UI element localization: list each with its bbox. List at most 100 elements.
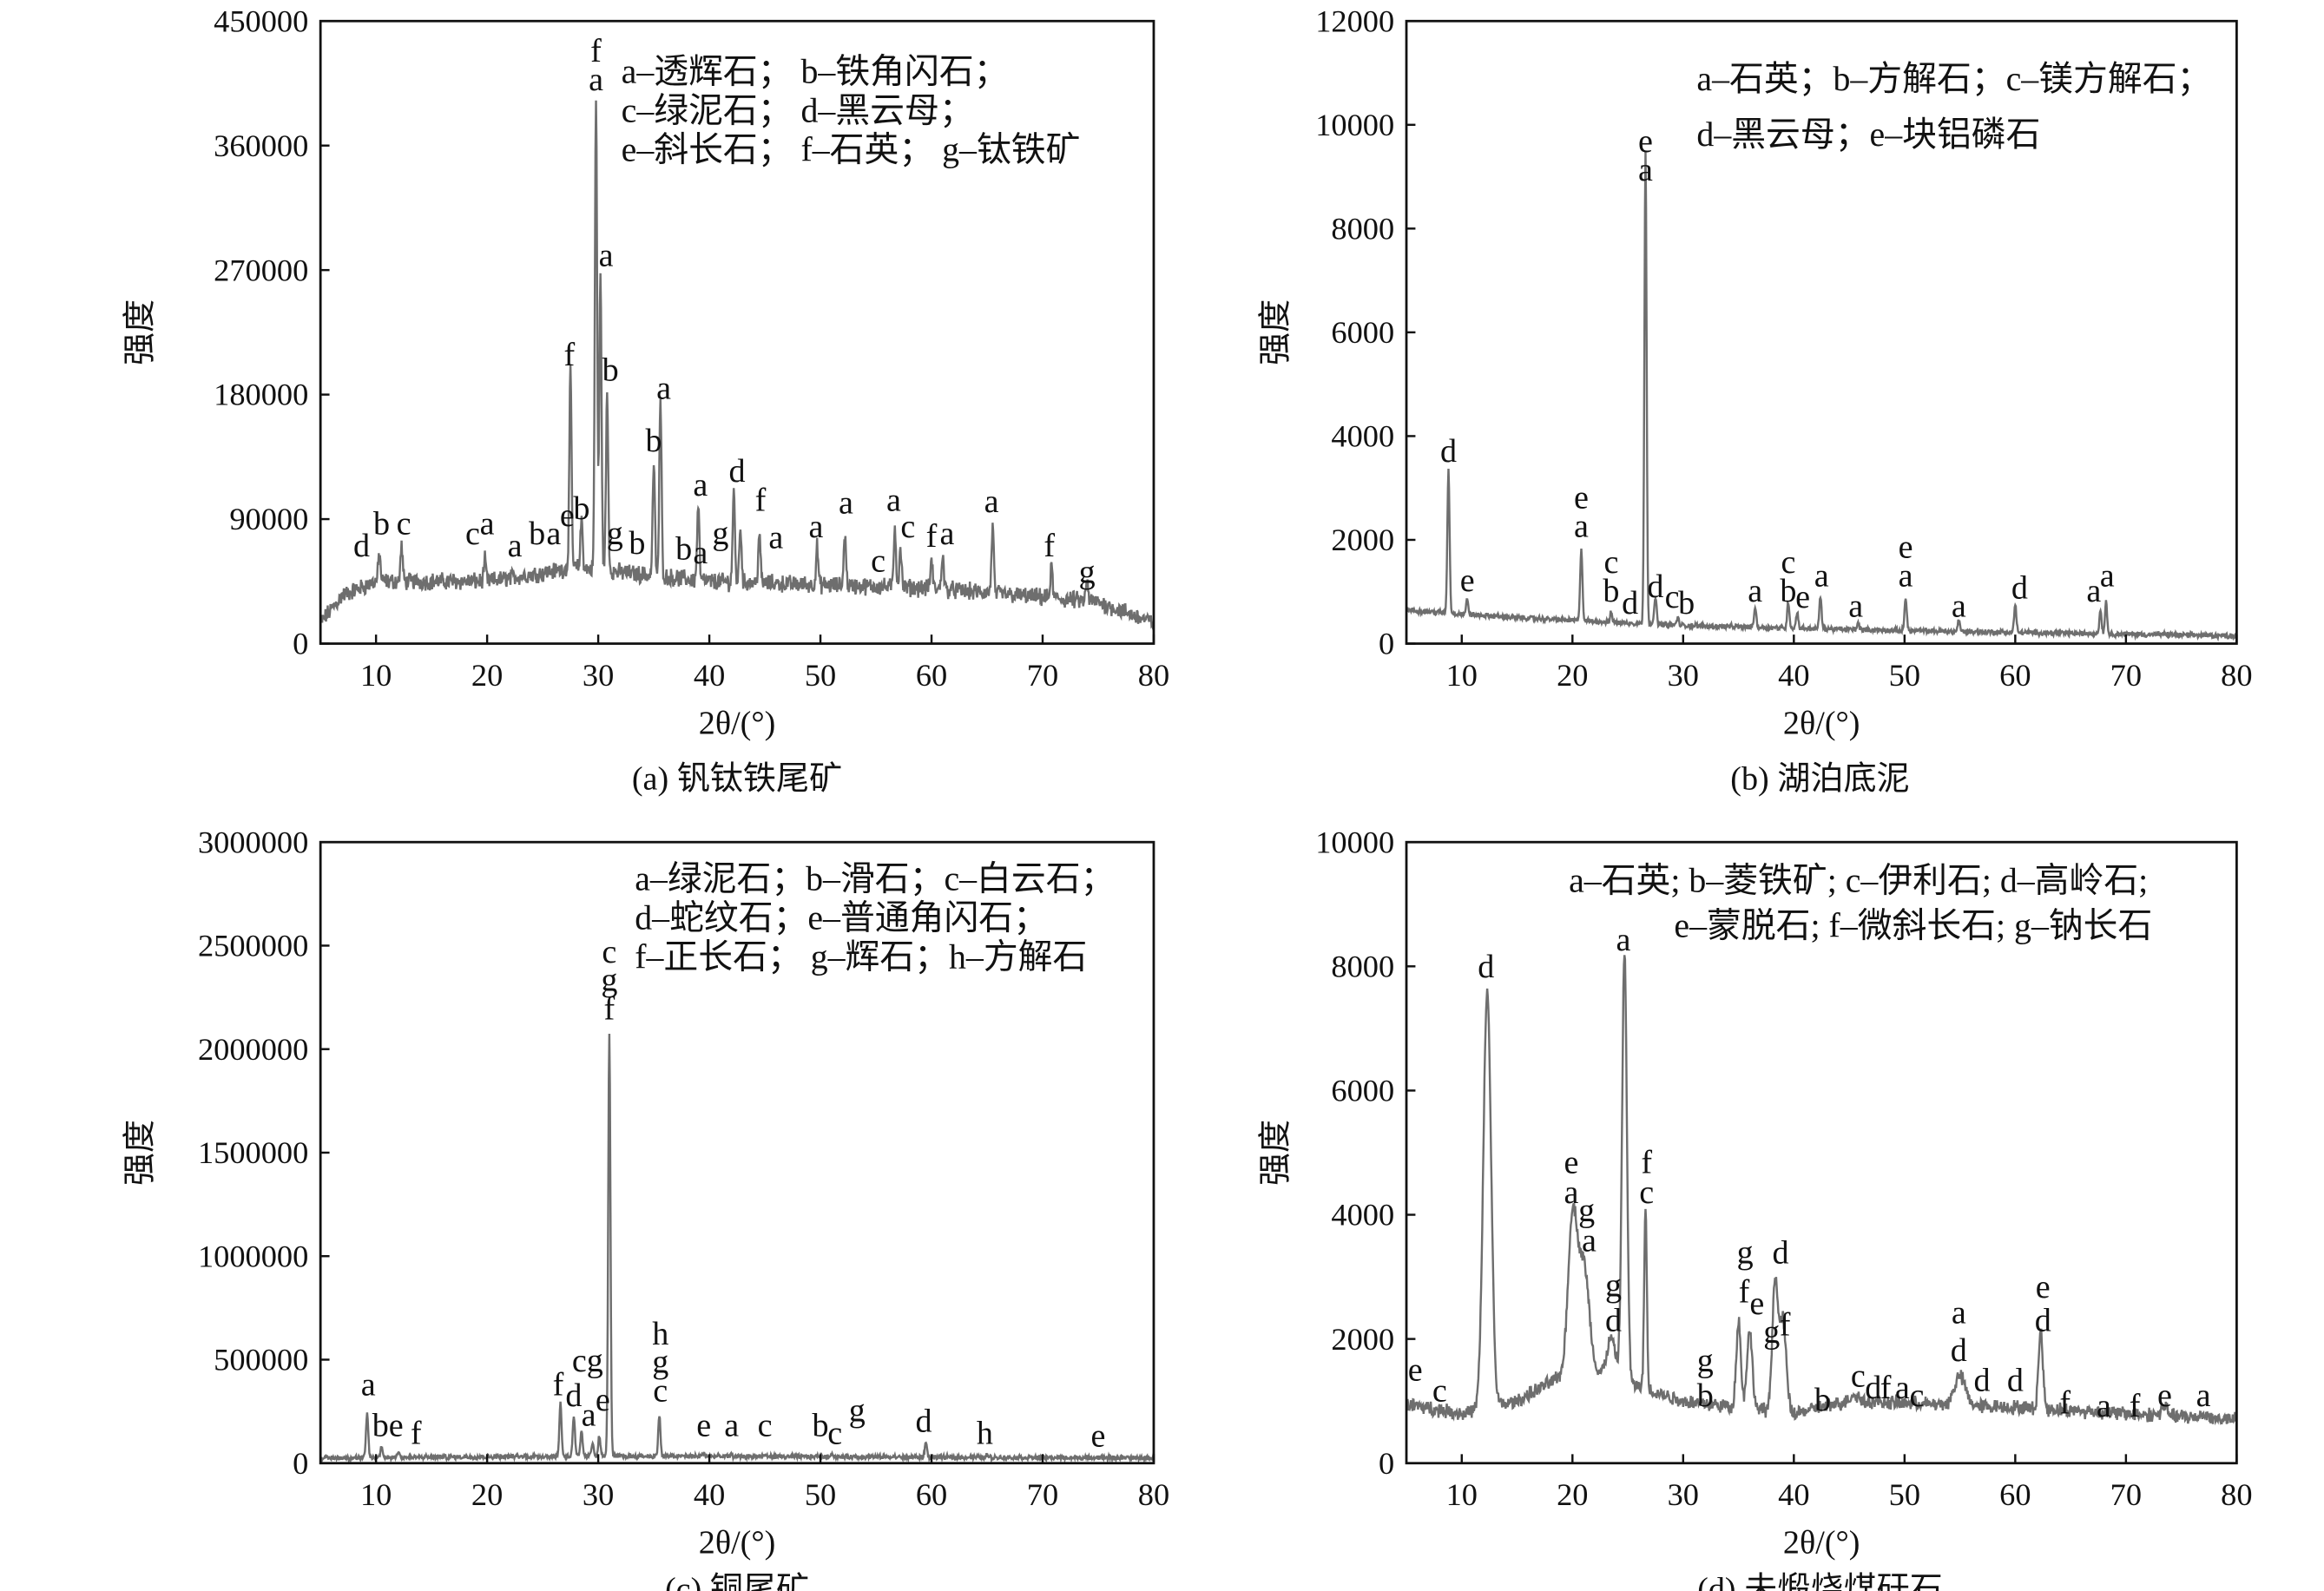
peak-label: a bbox=[361, 1367, 376, 1404]
peak-label: f bbox=[1880, 1370, 1892, 1406]
x-tick-label: 60 bbox=[1999, 1477, 2031, 1512]
peak-label: e bbox=[1408, 1351, 1423, 1388]
x-tick-label: 60 bbox=[916, 1477, 947, 1512]
peak-label: a bbox=[2086, 573, 2101, 609]
peak-label: d bbox=[916, 1403, 932, 1439]
x-tick-label: 30 bbox=[1668, 658, 1699, 693]
peak-label: a bbox=[693, 467, 708, 503]
panel-d-coal-gangue: 10 20 30 40 50 60 70 80 0 2000 4000 6000 8000 10000 2θ… bbox=[1256, 825, 2252, 1591]
peak-label: b bbox=[573, 490, 589, 527]
xrd-pattern-line bbox=[319, 100, 1155, 634]
y-tick-label: 2000 bbox=[1331, 523, 1394, 557]
peak-label: d bbox=[565, 1377, 582, 1414]
peak-label: e bbox=[596, 1382, 610, 1418]
y-tick-label: 6000 bbox=[1331, 315, 1394, 350]
peak-label: d bbox=[1951, 1332, 1967, 1369]
peak-label: a bbox=[1582, 1222, 1597, 1259]
peak-label: b bbox=[629, 525, 645, 562]
panel-b-lake-sediment: 10 20 30 40 50 60 70 80 0 2000 4000 6000 8000 10000 12… bbox=[1256, 3, 2252, 797]
x-tick-label: 70 bbox=[2110, 1477, 2142, 1512]
y-tick-label: 270000 bbox=[214, 253, 308, 287]
peak-label: c bbox=[572, 1343, 587, 1379]
xrd-pattern-line bbox=[1405, 955, 2238, 1426]
peak-label: a bbox=[2196, 1377, 2211, 1414]
y-tick-label: 500000 bbox=[214, 1343, 308, 1377]
y-tick-label: 12000 bbox=[1315, 3, 1394, 38]
x-tick-label: 10 bbox=[360, 658, 392, 693]
peak-label: d bbox=[1605, 1302, 1622, 1338]
peak-label: a bbox=[808, 509, 823, 545]
y-tick-label: 1500000 bbox=[198, 1135, 308, 1170]
peak-label: d bbox=[1478, 949, 1494, 985]
peak-label: g bbox=[607, 516, 623, 552]
peak-label: g bbox=[849, 1392, 866, 1429]
peak-label: c bbox=[1910, 1377, 1925, 1414]
peak-label: a bbox=[1616, 922, 1630, 958]
peak-label: c bbox=[1639, 1174, 1654, 1211]
peak-label: f bbox=[926, 518, 938, 555]
peak-label: c bbox=[1432, 1373, 1447, 1410]
legend-line: e–蒙脱石; f–微斜长石; g–钠长石 bbox=[1674, 905, 2152, 944]
peak-label: b bbox=[646, 423, 662, 459]
peak-label: e bbox=[1795, 579, 1810, 615]
peak-label: c bbox=[397, 506, 411, 542]
x-tick-label: 50 bbox=[805, 1477, 836, 1512]
x-tick-label: 80 bbox=[1138, 1477, 1169, 1512]
x-tick-label: 30 bbox=[583, 1477, 614, 1512]
peak-label: a bbox=[656, 370, 671, 406]
peak-label: f bbox=[2130, 1388, 2141, 1424]
peak-label: b bbox=[602, 352, 619, 389]
peak-label: c bbox=[758, 1407, 773, 1443]
peak-label: d bbox=[1622, 585, 1638, 621]
peak-label: c bbox=[871, 543, 885, 580]
y-tick-label: 6000 bbox=[1331, 1074, 1394, 1108]
peak-label: a bbox=[984, 483, 999, 520]
peak-label: b bbox=[1678, 585, 1695, 621]
y-tick-label: 450000 bbox=[214, 3, 308, 38]
peak-label: e bbox=[1749, 1285, 1764, 1322]
peak-label: e bbox=[389, 1407, 404, 1443]
peak-label: c bbox=[1851, 1358, 1866, 1394]
peak-label: g bbox=[1578, 1193, 1595, 1229]
y-axis-label: 强度 bbox=[121, 1120, 158, 1186]
peak-label: e bbox=[560, 497, 575, 534]
peak-label: e bbox=[1460, 562, 1475, 599]
x-tick-label: 80 bbox=[2221, 658, 2252, 693]
peak-label: a bbox=[582, 1397, 596, 1433]
x-tick-label: 40 bbox=[1778, 1477, 1809, 1512]
peak-label: b bbox=[1697, 1377, 1714, 1414]
peak-label: a bbox=[480, 506, 495, 542]
y-tick-label: 2500000 bbox=[198, 929, 308, 963]
x-tick-label: 20 bbox=[1557, 658, 1588, 693]
legend-line: c–绿泥石； d–黑云母； bbox=[622, 90, 974, 129]
peak-label: d bbox=[1974, 1363, 1991, 1399]
peak-label: b bbox=[529, 516, 545, 552]
y-tick-label: 4000 bbox=[1331, 419, 1394, 454]
x-tick-label: 20 bbox=[471, 1477, 503, 1512]
y-tick-label: 1000000 bbox=[198, 1239, 308, 1273]
panel-caption: (a) 钒钛铁尾矿 bbox=[632, 760, 842, 798]
peak-label: d bbox=[729, 453, 746, 490]
peak-label: g bbox=[1737, 1234, 1754, 1271]
peak-label: c bbox=[1665, 579, 1680, 615]
peak-label: g bbox=[1697, 1343, 1714, 1379]
peak-label: f bbox=[553, 1367, 564, 1404]
peak-label: g bbox=[1763, 1314, 1780, 1351]
x-axis-label: 2θ/(°) bbox=[1783, 705, 1860, 741]
peak-label: c bbox=[465, 516, 480, 552]
y-tick-label: 2000 bbox=[1331, 1322, 1394, 1357]
peak-label: b bbox=[813, 1407, 829, 1443]
peak-label: a bbox=[839, 485, 853, 522]
legend-line: a–石英; b–菱铁矿; c–伊利石; d–高岭石; bbox=[1569, 860, 2148, 899]
y-tick-label: 0 bbox=[1379, 1446, 1394, 1481]
legend-line: f–正长石； g–辉石；h–方解石 bbox=[635, 937, 1087, 976]
peak-label: a bbox=[1748, 573, 1762, 609]
legend-line: e–斜长石； f–石英； g–钛铁矿 bbox=[622, 129, 1081, 168]
peak-label: c bbox=[900, 509, 915, 545]
y-tick-label: 3000000 bbox=[198, 825, 308, 859]
panel-caption: (c) 铜尾矿 bbox=[665, 1570, 809, 1591]
